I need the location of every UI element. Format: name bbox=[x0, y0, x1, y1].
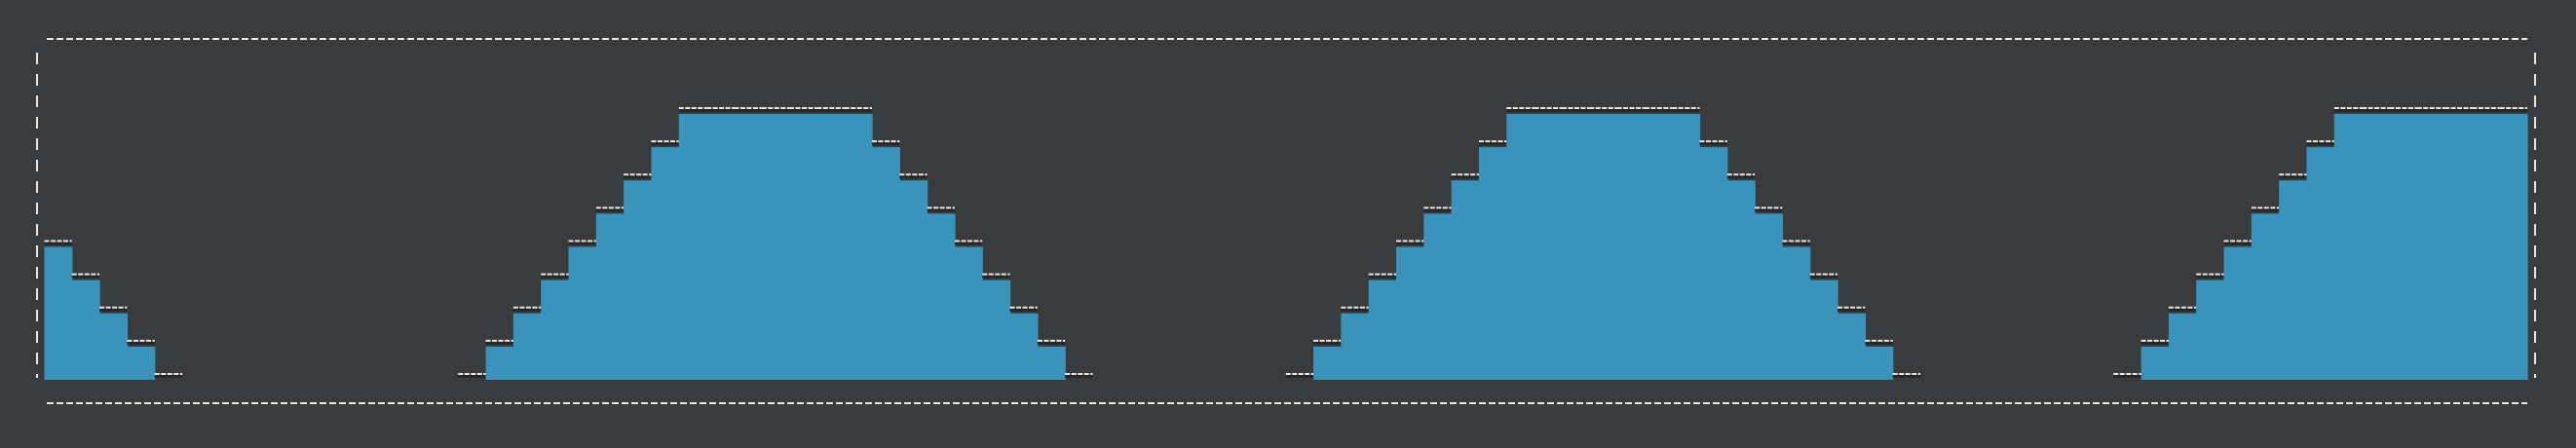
step-column bbox=[1865, 346, 1894, 381]
step-column bbox=[595, 213, 625, 381]
step-column bbox=[2389, 114, 2418, 380]
step-column bbox=[2168, 313, 2197, 380]
step-column bbox=[2196, 280, 2225, 381]
step-column bbox=[1506, 114, 1535, 380]
step-column bbox=[1368, 280, 1397, 381]
step-column bbox=[734, 114, 763, 380]
step-column bbox=[1009, 313, 1039, 380]
step-column bbox=[1534, 114, 1563, 380]
step-column bbox=[2472, 114, 2501, 380]
step-column bbox=[2444, 114, 2473, 380]
step-column bbox=[127, 346, 156, 381]
step-column bbox=[2333, 114, 2363, 380]
step-column bbox=[678, 114, 707, 380]
step-column bbox=[71, 280, 100, 381]
step-column bbox=[1561, 114, 1590, 380]
step-column bbox=[872, 147, 900, 381]
step-column bbox=[512, 313, 542, 380]
step-column bbox=[1589, 114, 1618, 380]
step-column bbox=[789, 114, 817, 380]
step-column bbox=[1809, 280, 1838, 381]
step-column bbox=[1313, 346, 1342, 381]
step-column bbox=[1478, 147, 1507, 381]
step-column bbox=[1672, 114, 1701, 380]
step-column bbox=[2223, 246, 2253, 380]
step-column bbox=[2279, 180, 2308, 380]
step-column bbox=[706, 114, 736, 380]
waveform-steps bbox=[44, 107, 2528, 381]
step-column bbox=[1396, 246, 1424, 380]
step-column bbox=[44, 246, 73, 380]
step-column bbox=[1616, 114, 1646, 380]
step-column bbox=[485, 346, 514, 381]
step-column bbox=[1699, 147, 1728, 381]
step-column bbox=[1423, 213, 1453, 381]
step-column bbox=[954, 246, 983, 380]
step-column bbox=[541, 280, 570, 381]
step-column bbox=[2499, 114, 2528, 380]
step-column bbox=[1037, 346, 1066, 381]
step-column bbox=[2306, 147, 2335, 381]
step-column bbox=[1451, 180, 1480, 380]
step-column bbox=[651, 147, 680, 381]
step-column bbox=[1755, 213, 1784, 381]
step-column bbox=[2251, 213, 2280, 381]
step-column bbox=[1644, 114, 1673, 380]
step-column bbox=[2140, 346, 2170, 381]
step-column bbox=[1837, 313, 1866, 380]
step-column bbox=[982, 280, 1011, 381]
step-column bbox=[624, 180, 653, 380]
step-column bbox=[761, 114, 790, 380]
step-column bbox=[1726, 180, 1756, 380]
step-column bbox=[2416, 114, 2445, 380]
step-column bbox=[2362, 114, 2391, 380]
step-column bbox=[927, 213, 956, 381]
step-column bbox=[568, 246, 597, 380]
step-column bbox=[1782, 246, 1811, 380]
step-column bbox=[1341, 313, 1370, 380]
step-column bbox=[844, 114, 873, 380]
step-column bbox=[816, 114, 846, 380]
step-column bbox=[899, 180, 928, 380]
step-column bbox=[99, 313, 129, 380]
